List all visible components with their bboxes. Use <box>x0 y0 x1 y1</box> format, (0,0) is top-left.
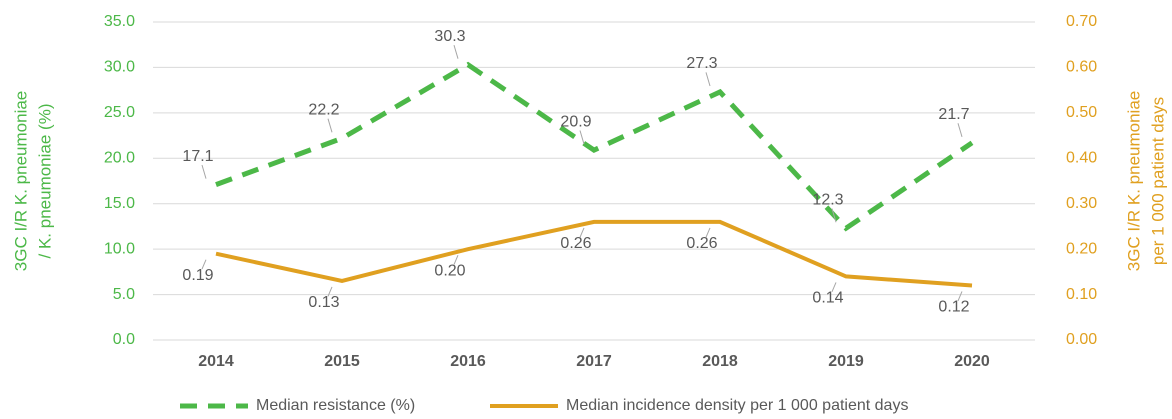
y2-tick-label: 0.20 <box>1066 240 1097 257</box>
data-label: 27.3 <box>686 55 717 72</box>
y-tick-label: 20.0 <box>104 150 135 167</box>
legend-label: Median incidence density per 1 000 patie… <box>566 397 908 414</box>
y-axis-title: / K. pneumoniae (%) <box>35 104 54 259</box>
y2-tick-label: 0.30 <box>1066 195 1097 212</box>
x-tick-label: 2019 <box>828 353 864 370</box>
data-label: 0.14 <box>812 290 843 307</box>
x-tick-label: 2014 <box>198 353 234 370</box>
x-tick-label: 2018 <box>702 353 738 370</box>
y2-tick-label: 0.50 <box>1066 104 1097 121</box>
leader-line <box>201 259 207 270</box>
data-label: 20.9 <box>560 113 591 130</box>
x-tick-label: 2020 <box>954 353 990 370</box>
data-label: 21.7 <box>938 106 969 123</box>
y-tick-label: 35.0 <box>104 13 135 30</box>
y-tick-label: 5.0 <box>113 286 135 303</box>
leader-line <box>831 282 837 292</box>
y2-tick-label: 0.60 <box>1066 59 1097 76</box>
data-label: 0.20 <box>434 262 465 279</box>
data-label: 0.19 <box>182 267 213 284</box>
leader-line <box>831 208 837 223</box>
leader-line <box>327 118 333 133</box>
series-line <box>215 219 973 288</box>
y-tick-label: 30.0 <box>104 59 135 76</box>
x-tick-label: 2017 <box>576 353 612 370</box>
leader-line <box>579 227 585 238</box>
data-label: 0.26 <box>560 235 591 252</box>
legend-label: Median resistance (%) <box>256 397 415 414</box>
leader-line <box>957 123 963 137</box>
y2-axis-title: 3GC I/R K. pneumoniae <box>1124 91 1143 271</box>
leader-line <box>453 44 459 59</box>
y2-tick-label: 0.70 <box>1066 13 1097 30</box>
leader-line <box>201 164 207 179</box>
leader-line <box>705 72 711 87</box>
x-tick-label: 2015 <box>324 353 360 370</box>
leader-line <box>705 227 711 238</box>
y-tick-label: 15.0 <box>104 195 135 212</box>
y2-tick-label: 0.40 <box>1066 150 1097 167</box>
leader-line <box>453 254 459 265</box>
data-label: 0.12 <box>938 299 969 316</box>
y-tick-label: 25.0 <box>104 104 135 121</box>
y-tick-label: 10.0 <box>104 240 135 257</box>
series-line <box>215 61 974 232</box>
data-label: 30.3 <box>434 28 465 45</box>
y2-tick-label: 0.10 <box>1066 286 1097 303</box>
leader-line <box>579 130 585 145</box>
data-label: 22.2 <box>308 102 339 119</box>
y-axis-title: 3GC I/R K. pneumoniae <box>11 91 30 271</box>
data-label: 12.3 <box>812 191 843 208</box>
data-label: 0.26 <box>686 235 717 252</box>
y2-axis-title: per 1 000 patient days <box>1148 97 1167 265</box>
leader-line <box>957 291 963 302</box>
y2-tick-label: 0.00 <box>1066 331 1097 348</box>
leader-line <box>327 286 333 297</box>
x-tick-label: 2016 <box>450 353 486 370</box>
y-tick-label: 0.0 <box>113 331 135 348</box>
data-label: 17.1 <box>182 148 213 165</box>
data-label: 0.13 <box>308 294 339 311</box>
